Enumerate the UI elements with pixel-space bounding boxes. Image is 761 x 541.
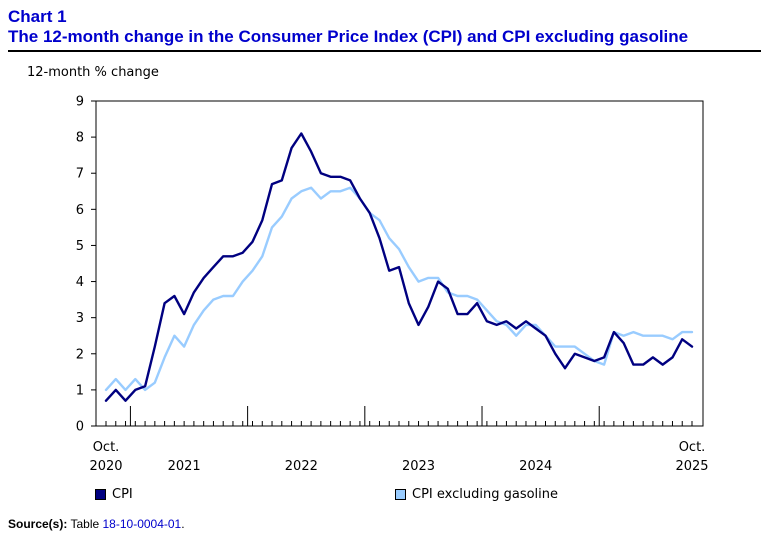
y-tick-label: 1 — [76, 383, 84, 398]
title-rule — [8, 50, 761, 52]
y-tick-label: 9 — [76, 95, 84, 110]
legend-item-cpi: CPI — [95, 486, 133, 502]
y-tick-label: 2 — [76, 347, 84, 362]
y-tick-label: 7 — [76, 167, 84, 182]
legend-item-cpi-ex-gasoline: CPI excluding gasoline — [395, 486, 559, 502]
y-tick-label: 6 — [76, 203, 84, 218]
axes — [95, 100, 704, 427]
series-line-cpi-ex-gasoline — [104, 186, 694, 392]
y-tick-label: 5 — [76, 239, 84, 254]
x-ticks: Oct. 2020 2021 2022 2023 2024 Oct. 2025 — [89, 406, 709, 474]
x-tick-label-year: 2021 — [168, 459, 201, 474]
y-tick-label: 4 — [76, 275, 84, 290]
legend-swatch-cpi-ex-gasoline — [395, 488, 406, 500]
source-label: Source(s): — [8, 517, 68, 531]
x-tick-label-year: 2020 — [89, 459, 122, 474]
series-lines — [104, 132, 694, 402]
x-tick-label-year: 2023 — [402, 459, 435, 474]
legend-label-cpi-ex-gasoline: CPI excluding gasoline — [412, 486, 559, 502]
y-axis-label: 12-month % change — [27, 65, 159, 80]
x-tick-label-year: 2022 — [285, 459, 318, 474]
source-table-link[interactable]: 18-10-0004-01 — [102, 517, 182, 531]
chart-title: The 12-month change in the Consumer Pric… — [8, 27, 689, 46]
y-tick-label: 8 — [76, 131, 84, 146]
plot-frame — [95, 100, 704, 427]
y-tick-label: 0 — [76, 420, 84, 435]
legend-label-cpi: CPI — [112, 486, 133, 502]
series-line-cpi — [104, 132, 694, 402]
x-tick-label-month: Oct. — [93, 440, 120, 455]
chart-number: Chart 1 — [8, 7, 67, 26]
source-text: Table — [70, 517, 100, 531]
x-tick-label-month: Oct. — [679, 440, 706, 455]
source-suffix: . — [181, 517, 185, 531]
line-chart: 12-month % change 0 1 2 3 4 5 6 7 8 9 Oct. 2020 202… — [27, 65, 709, 474]
y-tick-label: 3 — [76, 311, 84, 326]
source-note: Source(s): Table 18-10-0004-01. — [8, 517, 185, 531]
x-tick-label-year: 2024 — [519, 459, 552, 474]
legend-swatch-cpi — [95, 488, 106, 500]
x-tick-label-year: 2025 — [675, 459, 708, 474]
y-ticks: 0 1 2 3 4 5 6 7 8 9 — [76, 95, 96, 435]
